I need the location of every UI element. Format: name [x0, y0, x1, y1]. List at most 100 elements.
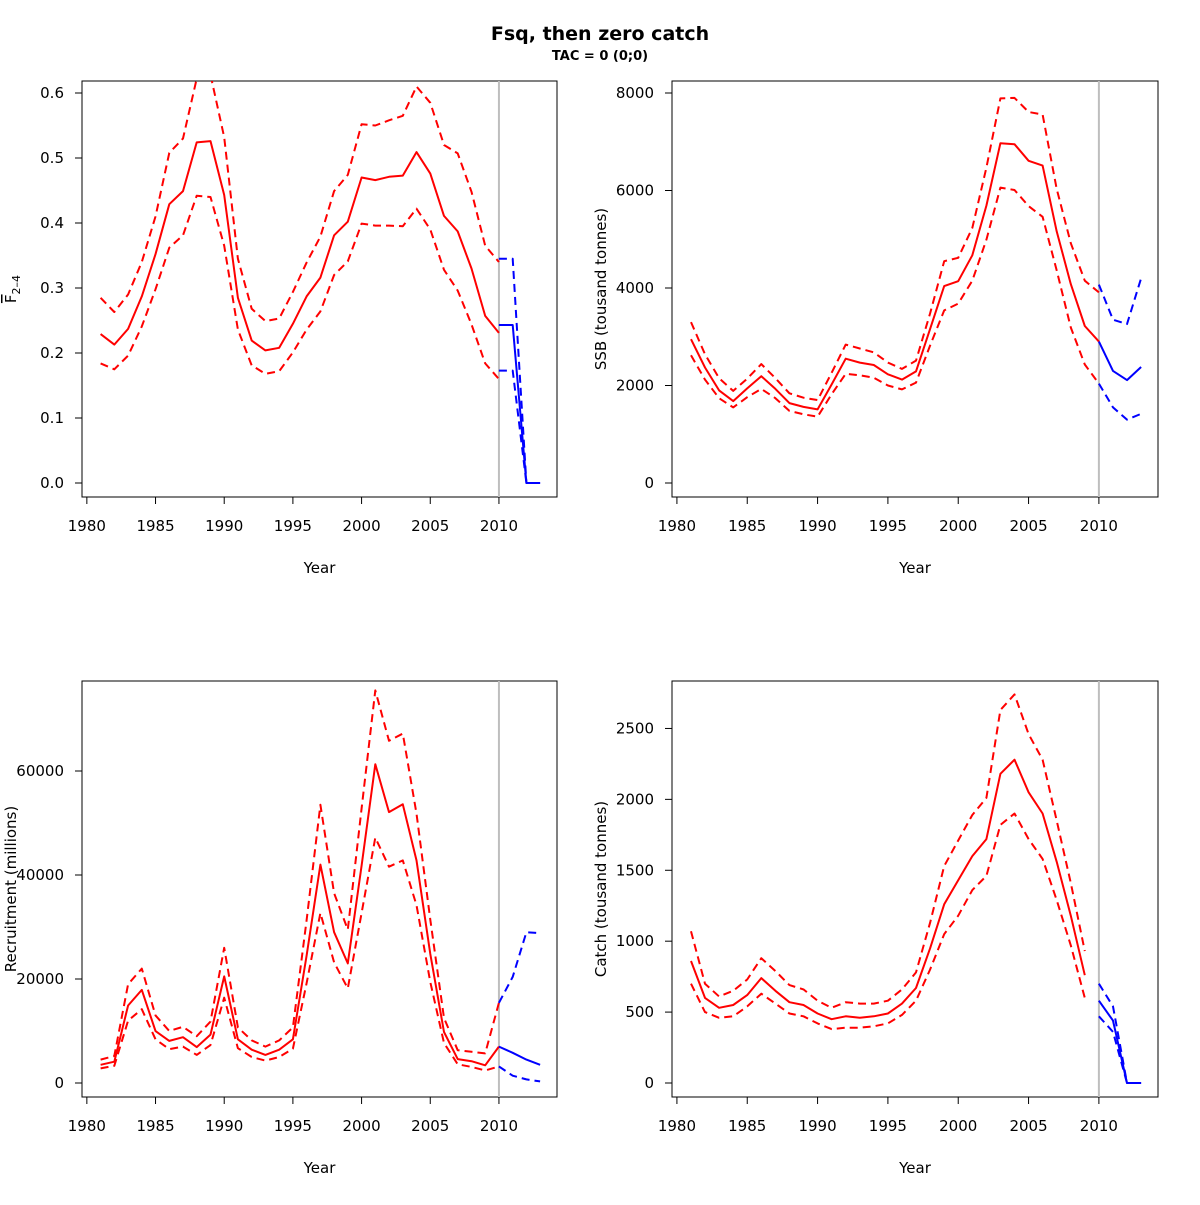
y-tick-label: 0.0	[40, 474, 64, 492]
y-tick-label: 20000	[16, 970, 64, 988]
historical-estimate-line	[690, 758, 1086, 1021]
historical-lower-line	[100, 194, 500, 380]
x-tick-label: 1990	[798, 517, 836, 535]
y-tick-label: 500	[625, 1003, 654, 1021]
x-tick-label: 2010	[480, 517, 518, 535]
x-tick-label: 1980	[68, 1117, 106, 1135]
y-axis: 0 500 1000 1500 2000 2500 Catch (tousand tonne…	[592, 719, 673, 1092]
x-tick-label: 1990	[205, 517, 243, 535]
x-tick-label: 1995	[274, 1117, 312, 1135]
forecast-lower-line	[498, 1065, 541, 1083]
forecast-estimate-line	[498, 1045, 541, 1066]
x-tick-label: 2010	[1080, 1117, 1118, 1135]
x-tick-label: 2005	[411, 1117, 449, 1135]
y-axis: 0 2000 4000 6000 8000 SSB (tousand tonnes)	[592, 84, 673, 492]
y-axis-label-sub: 2–4	[10, 275, 23, 295]
y-axis: 0 20000 40000 60000 Recruitment (millions)	[2, 762, 83, 1092]
historical-estimate-line	[690, 142, 1100, 411]
x-tick-label: 2010	[1080, 517, 1118, 535]
y-tick-label: 2000	[616, 790, 654, 808]
x-tick-label: 2005	[1009, 1117, 1047, 1135]
forecast-upper-line	[498, 931, 541, 1004]
x-tick-label: 1995	[869, 517, 907, 535]
y-tick-label: 0.4	[40, 214, 64, 232]
forecast-upper-line	[498, 257, 541, 484]
forecast-upper-line	[1098, 983, 1142, 1084]
historical-lower-line	[690, 186, 1100, 418]
x-tick-label: 1990	[205, 1117, 243, 1135]
historical-upper-line	[690, 693, 1086, 1009]
y-tick-label: 0	[644, 474, 654, 492]
panel-3: 1980 1985 1990 1995 2000 2005 2010 Year 0 20000 40…	[2, 680, 558, 1177]
forecast-estimate-line	[498, 324, 541, 484]
x-tick-label: 1980	[68, 517, 106, 535]
y-axis-label: Catch (tousand tonnes)	[592, 801, 610, 977]
x-axis-label: Year	[898, 1159, 932, 1177]
x-axis-label: Year	[898, 559, 932, 577]
historical-estimate-line	[100, 763, 500, 1067]
forecast-estimate-line	[1098, 1000, 1142, 1084]
x-tick-label: 1985	[136, 1117, 174, 1135]
x-tick-label: 1990	[798, 1117, 836, 1135]
x-tick-label: 2005	[411, 517, 449, 535]
y-axis-label: SSB (tousand tonnes)	[592, 208, 610, 370]
x-tick-label: 1995	[869, 1117, 907, 1135]
y-tick-label: 40000	[16, 866, 64, 884]
y-tick-label: 2500	[616, 719, 654, 737]
x-axis-label: Year	[303, 1159, 337, 1177]
x-tick-label: 1985	[728, 517, 766, 535]
historical-estimate-line	[99, 140, 500, 352]
y-axis-label-main: Catch (tousand tonnes)	[592, 801, 610, 977]
historical-upper-line	[100, 689, 500, 1061]
y-tick-label: 4000	[616, 279, 654, 297]
forecast-lower-line	[1098, 383, 1142, 421]
x-axis: 1980 1985 1990 1995 2000 2005 2010 Year	[658, 1096, 1118, 1177]
y-axis-label-main: SSB (tousand tonnes)	[592, 208, 610, 370]
y-axis-label-main: F	[2, 294, 20, 303]
plot-area	[690, 81, 1143, 497]
x-tick-label: 1985	[728, 1117, 766, 1135]
panel-1: 1980 1985 1990 1995 2000 2005 2010 Year 0.0 0.1 0.…	[2, 80, 558, 577]
x-axis: 1980 1985 1990 1995 2000 2005 2010 Year	[658, 496, 1118, 577]
forecast-lower-line	[498, 369, 541, 484]
y-tick-label: 0.6	[40, 84, 64, 102]
y-tick-label: 2000	[616, 377, 654, 395]
x-axis: 1980 1985 1990 1995 2000 2005 2010 Year	[68, 496, 518, 577]
x-tick-label: 2000	[342, 1117, 380, 1135]
y-axis-label: Recruitment (millions)	[2, 806, 20, 972]
historical-upper-line	[99, 81, 500, 323]
y-tick-label: 1500	[616, 861, 654, 879]
panel-2: 1980 1985 1990 1995 2000 2005 2010 Year 0 2000 400…	[592, 80, 1159, 577]
plot-area	[100, 681, 541, 1097]
x-axis-label: Year	[303, 559, 337, 577]
x-tick-label: 2000	[939, 1117, 977, 1135]
x-axis: 1980 1985 1990 1995 2000 2005 2010 Year	[68, 1096, 518, 1177]
x-tick-label: 2010	[480, 1117, 518, 1135]
y-tick-label: 0.3	[40, 279, 64, 297]
y-tick-label: 0.2	[40, 344, 64, 362]
x-tick-label: 2005	[1009, 517, 1047, 535]
x-tick-label: 1980	[658, 517, 696, 535]
panel-4: 1980 1985 1990 1995 2000 2005 2010 Year 0 500 1000…	[592, 680, 1159, 1177]
y-tick-label: 0.1	[40, 409, 64, 427]
figure-title: Fsq, then zero catch	[491, 23, 709, 45]
x-tick-label: 2000	[342, 517, 380, 535]
x-tick-label: 2000	[939, 517, 977, 535]
y-tick-label: 0	[644, 1074, 654, 1092]
y-tick-label: 60000	[16, 762, 64, 780]
plot-area	[690, 681, 1142, 1097]
plot-frame	[671, 680, 1159, 1098]
plot-frame	[671, 80, 1159, 498]
forecast-estimate-line	[1097, 341, 1142, 382]
x-tick-label: 1985	[136, 517, 174, 535]
x-tick-label: 1995	[274, 517, 312, 535]
y-axis-label: F2–4	[2, 275, 23, 303]
forecast-upper-line	[1097, 278, 1143, 326]
historical-lower-line	[690, 812, 1086, 1031]
historical-lower-line	[100, 836, 500, 1072]
y-axis: 0.0 0.1 0.2 0.3 0.4 0.5 0.6 F2–4	[2, 84, 83, 492]
plot-area	[99, 81, 541, 497]
figure-subtitle: TAC = 0 (0;0)	[552, 49, 648, 64]
panels-container: 1980 1985 1990 1995 2000 2005 2010 Year 0.0 0.1 0.…	[2, 80, 1159, 1177]
